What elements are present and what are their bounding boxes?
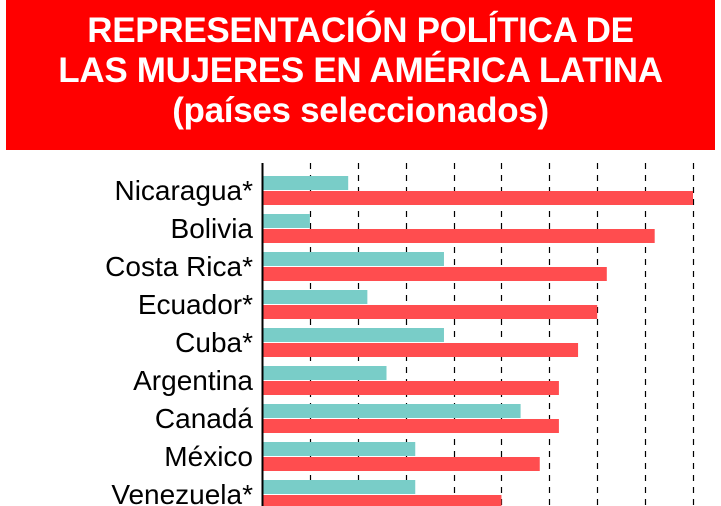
bar-series-b: [262, 495, 502, 506]
bar-series-b: [262, 229, 655, 243]
title-line-1: REPRESENTACIÓN POLÍTICA DE: [87, 11, 634, 50]
bar-series-b: [262, 267, 607, 281]
bar-series-a: [262, 480, 416, 494]
bar-series-a: [262, 442, 416, 456]
bar-series-a: [262, 290, 368, 304]
bar-series-a: [262, 252, 444, 266]
title-line-3: (países seleccionados): [172, 91, 549, 130]
category-label: Cuba*: [175, 327, 253, 358]
category-label: México: [164, 441, 253, 472]
category-label: Costa Rica*: [105, 251, 253, 282]
bar-series-a: [262, 404, 521, 418]
category-label: Nicaragua*: [114, 175, 253, 206]
bar-series-b: [262, 419, 559, 433]
bar-series-a: [262, 214, 310, 228]
title-line-2: LAS MUJERES EN AMÉRICA LATINA: [58, 51, 663, 90]
category-label: Ecuador*: [138, 289, 253, 320]
bar-series-b: [262, 305, 598, 319]
category-label: Argentina: [133, 365, 253, 396]
bar-series-a: [262, 366, 387, 380]
title-banner: REPRESENTACIÓN POLÍTICA DE LAS MUJERES E…: [6, 0, 715, 150]
bar-series-b: [262, 457, 540, 471]
bar-series-a: [262, 328, 444, 342]
category-label: Bolivia: [171, 213, 254, 244]
category-label: Venezuela*: [111, 479, 253, 506]
category-label: Canadá: [155, 403, 254, 434]
bar-series-a: [262, 176, 349, 190]
bar-series-b: [262, 191, 693, 205]
bar-series-b: [262, 343, 579, 357]
bar-series-b: [262, 381, 559, 395]
